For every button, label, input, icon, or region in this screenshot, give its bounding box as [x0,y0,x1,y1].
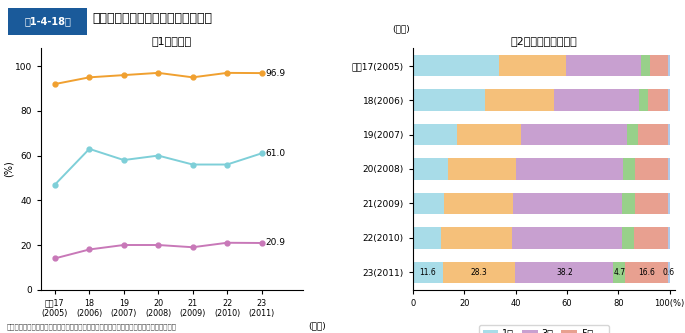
Bar [516,158,623,180]
Title: （2）期間別（公立）: （2）期間別（公立） [510,36,577,46]
Bar [413,55,499,76]
Bar [634,227,669,249]
Bar [669,227,670,249]
Bar [441,227,512,249]
Bar [447,158,516,180]
Text: 96.9: 96.9 [266,69,286,78]
Text: 20.9: 20.9 [266,238,286,247]
Bar [650,55,669,76]
Bar [627,124,638,145]
Bar [668,262,670,283]
Y-axis label: (%): (%) [3,161,14,177]
Text: 16.6: 16.6 [638,268,655,277]
Bar [413,124,456,145]
Bar [413,158,447,180]
Bar [444,193,513,214]
Text: 4.7: 4.7 [613,268,625,277]
Bar [625,262,668,283]
Text: 中学校における職場体験の実施状況: 中学校における職場体験の実施状況 [92,12,212,25]
Bar [635,193,669,214]
Bar [566,55,641,76]
Bar [554,89,639,111]
Bar [413,89,485,111]
Bar [413,262,443,283]
Bar [635,158,669,180]
Bar [622,193,635,214]
Bar [669,124,670,145]
Bar [669,193,670,214]
Text: 11.6: 11.6 [419,268,436,277]
Bar [669,55,670,76]
Text: 28.3: 28.3 [471,268,487,277]
Bar [485,89,554,111]
Bar [521,124,627,145]
Bar [456,124,521,145]
Bar [413,227,441,249]
Bar [443,262,515,283]
Bar [641,55,650,76]
Text: （出典）文部科学者国立教育政策研究所「職場体験・インターンシップ実施状況等調査」: （出典）文部科学者国立教育政策研究所「職場体験・インターンシップ実施状況等調査」 [7,323,177,330]
Text: (年度): (年度) [308,321,326,330]
Text: (年度): (年度) [393,25,410,34]
FancyBboxPatch shape [8,8,87,35]
Bar [513,193,622,214]
Text: 第1-4-18図: 第1-4-18図 [24,16,71,26]
Bar [648,89,669,111]
Bar [499,55,566,76]
Bar [622,227,634,249]
Bar [639,89,648,111]
Title: （1）実施率: （1）実施率 [152,36,192,46]
Bar [413,193,444,214]
Bar [669,158,670,180]
Bar [613,262,625,283]
Bar [623,158,635,180]
Bar [638,124,669,145]
Bar [512,227,622,249]
Text: 61.0: 61.0 [266,149,286,158]
Bar [515,262,613,283]
Text: 38.2: 38.2 [556,268,573,277]
Bar [669,89,670,111]
Text: 0.6: 0.6 [663,268,675,277]
Legend: 1日, 2日, 3日, 4日, 5日, 6日以上: 1日, 2日, 3日, 4日, 5日, 6日以上 [479,325,608,333]
